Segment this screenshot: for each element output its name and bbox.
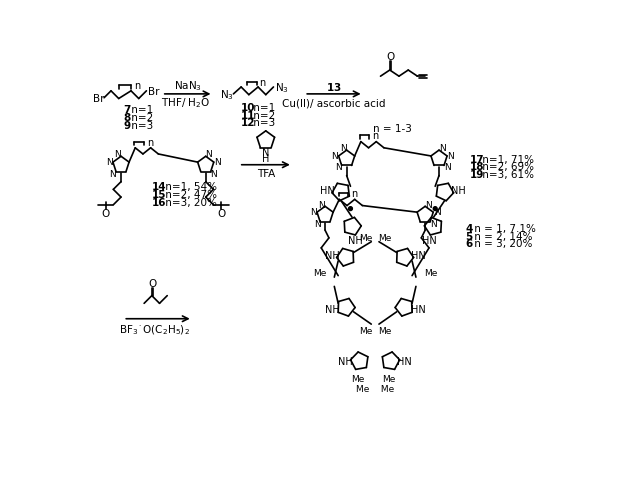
Text: N: N [262,148,270,158]
Text: O: O [217,209,225,219]
Text: N: N [110,169,117,178]
Text: n=1: n=1 [251,103,276,113]
Text: N: N [434,207,441,216]
Text: O: O [101,209,110,219]
Text: n = 2, 14%: n = 2, 14% [471,231,532,241]
Text: Me: Me [313,269,326,278]
Text: 15: 15 [152,189,167,199]
Text: Me: Me [378,326,391,335]
Text: n=1, 71%: n=1, 71% [479,154,534,164]
Text: n: n [134,81,140,91]
Text: N: N [210,169,217,178]
Text: $\bf{13}$: $\bf{13}$ [326,81,342,93]
Text: n=3: n=3 [128,120,153,130]
Text: n=2: n=2 [128,113,153,123]
Text: n: n [373,131,379,141]
Text: Me: Me [352,375,365,384]
Text: Me: Me [378,233,391,242]
Circle shape [349,207,352,211]
Text: N: N [214,157,221,166]
Text: N: N [331,151,338,160]
Text: Cu(II)/ ascorbic acid: Cu(II)/ ascorbic acid [282,98,386,108]
Text: THF/ H$_2$O: THF/ H$_2$O [162,96,211,110]
Text: HN: HN [411,305,426,315]
Text: N: N [313,219,320,228]
Text: n=1: n=1 [128,105,153,115]
Text: NH: NH [325,250,339,261]
Text: 16: 16 [152,197,167,207]
Text: 4: 4 [465,223,473,233]
Text: 6: 6 [465,239,473,249]
Text: Br: Br [93,94,104,104]
Text: 9: 9 [123,120,130,130]
Text: N: N [425,200,432,209]
Text: Me: Me [359,326,373,335]
Text: 5: 5 [465,231,473,241]
Text: NH: NH [339,356,353,366]
Text: N: N [115,150,122,159]
Text: BF$_3$$^\cdot$O(C$_2$H$_5$)$_2$: BF$_3$$^\cdot$O(C$_2$H$_5$)$_2$ [118,322,189,336]
Text: N: N [205,150,212,159]
Text: N: N [340,144,347,153]
Text: n: n [260,78,266,87]
Text: 17: 17 [470,154,484,164]
Text: n: n [351,189,357,199]
Text: 12: 12 [241,118,255,128]
Text: HN: HN [397,356,412,366]
Text: HN: HN [411,250,426,261]
Text: NH: NH [349,235,363,245]
Text: N$_3$: N$_3$ [220,88,233,102]
Text: O: O [386,52,395,62]
Text: Me    Me: Me Me [356,384,394,393]
Text: n: n [147,137,153,147]
Text: 19: 19 [470,170,484,180]
Text: n=2, 69%: n=2, 69% [479,162,534,172]
Text: O: O [149,278,157,288]
Text: N: N [447,151,454,160]
Text: n=3, 61%: n=3, 61% [479,170,534,180]
Text: n = 1, 7.1%: n = 1, 7.1% [471,223,536,233]
Text: N: N [310,207,317,216]
Text: n=3, 20%: n=3, 20% [162,197,217,207]
Text: N: N [335,163,342,172]
Text: N: N [430,219,437,228]
Text: Me: Me [359,233,373,242]
Text: n=2: n=2 [251,110,276,120]
Text: NH: NH [451,186,466,196]
Text: N: N [106,157,112,166]
Text: H: H [262,153,270,163]
Text: 8: 8 [123,113,131,123]
Text: 7: 7 [123,105,131,115]
Text: NaN$_3$: NaN$_3$ [173,79,202,92]
Text: n = 1-3: n = 1-3 [373,124,412,133]
Text: N: N [444,163,450,172]
Text: n=3: n=3 [251,118,276,128]
Text: n = 3, 20%: n = 3, 20% [471,239,532,249]
Text: N: N [318,200,325,209]
Text: n=1, 54%: n=1, 54% [162,182,217,192]
Text: HN: HN [423,235,437,245]
Text: HN: HN [320,186,335,196]
Text: TFA: TFA [257,169,275,179]
Text: Me: Me [383,375,395,384]
Text: 14: 14 [152,182,167,192]
Text: N$_3$: N$_3$ [275,81,289,95]
Text: 10: 10 [241,103,255,113]
Text: N: N [439,144,445,153]
Text: NH: NH [325,305,339,315]
Text: Br: Br [148,87,159,97]
Text: 11: 11 [241,110,255,120]
Circle shape [433,207,437,211]
Text: n=2, 47%: n=2, 47% [162,189,217,199]
Text: Me: Me [424,269,437,278]
Text: 18: 18 [470,162,484,172]
